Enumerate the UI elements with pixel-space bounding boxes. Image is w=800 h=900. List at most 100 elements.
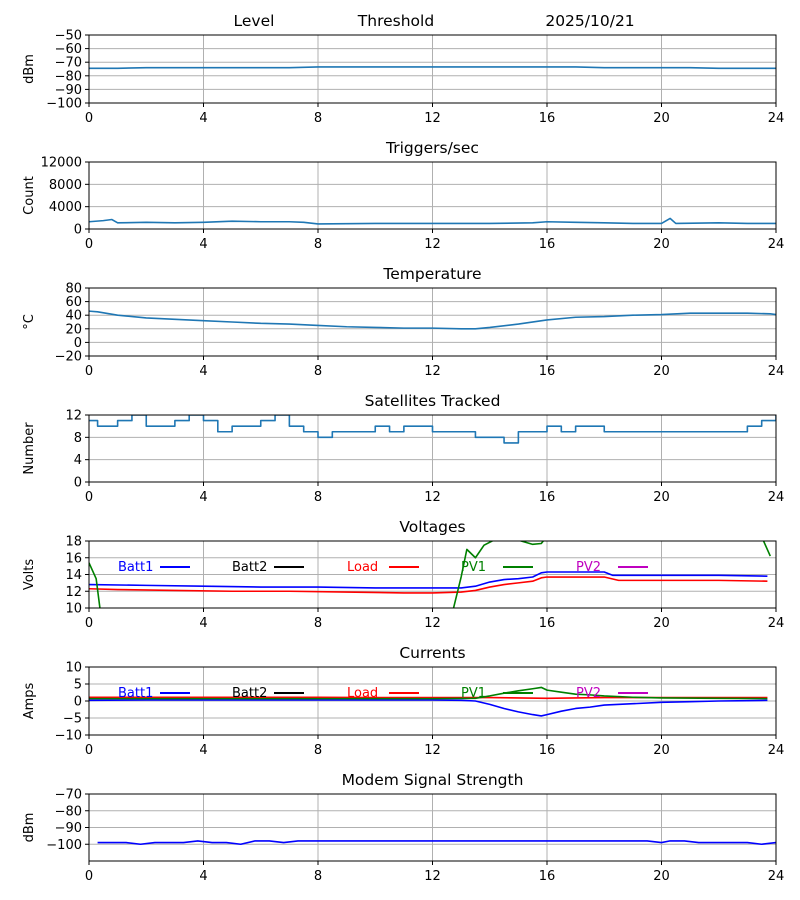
legend-item-pv2: PV2 [576, 686, 648, 701]
legend-label: Batt1 [118, 560, 153, 575]
chart-panel-1: 0 4 8 12 16 20 24 −100−90−80−70−60−50 dBm Level Th… [22, 12, 784, 126]
y-axis-label: dBm [22, 813, 37, 843]
legend-label: Batt2 [232, 560, 267, 575]
y-tick-label: 20 [65, 322, 82, 337]
x-tick-label: 0 [85, 490, 93, 505]
y-tick-label: 40 [65, 309, 82, 324]
x-tick-label: 12 [424, 616, 441, 631]
series-line [89, 310, 776, 330]
legend-label: PV1 [461, 686, 486, 701]
y-tick-label: 12 [65, 585, 82, 600]
y-axis-label: Count [22, 176, 37, 215]
title-item: 2025/10/21 [545, 12, 634, 30]
chart-panel-4: 0 4 8 12 16 20 24 0 4 8 12 Number Satellites Tracked [22, 392, 784, 505]
x-tick-label: 16 [539, 743, 556, 758]
x-tick-label: 8 [314, 111, 322, 126]
series-line-pv1 [89, 686, 768, 700]
x-tick-label: 16 [539, 111, 556, 126]
chart-title: Modem Signal Strength [342, 771, 524, 789]
chart-title: Voltages [399, 518, 465, 536]
legend-item-pv1: PV1 [461, 560, 533, 575]
chart-panel-7: 0 4 8 12 16 20 24 −100 −90 −80−70 dBm Modem Signal … [22, 771, 784, 884]
y-axis-label: Number [22, 422, 37, 475]
x-tick-label: 0 [85, 743, 93, 758]
series-line [89, 66, 776, 70]
chart-panel-6: 0 4 8 12 16 20 24 −10 −5 0 5 10 Amps Currents Batt1 Bat… [22, 644, 784, 758]
y-tick-label: 60 [65, 295, 82, 310]
series-line-load [89, 576, 768, 594]
y-tick-label: 4 [74, 453, 82, 468]
chart-title: Currents [399, 644, 465, 662]
legend-item-batt1: Batt1 [118, 686, 190, 701]
y-tick-label: 10 [65, 602, 82, 617]
y-tick-label: 16 [65, 551, 82, 566]
y-tick-label: −90 [55, 83, 82, 98]
x-tick-label: 8 [314, 616, 322, 631]
x-tick-label: 4 [199, 616, 207, 631]
x-tick-label: 8 [314, 490, 322, 505]
x-tick-label: 4 [199, 237, 207, 252]
y-tick-label: −10 [55, 729, 82, 744]
legend-label: PV1 [461, 560, 486, 575]
y-tick-label: 14 [65, 568, 82, 583]
y-tick-label: 18 [65, 535, 82, 550]
y-tick-label: 0 [74, 336, 82, 351]
legend-label: Load [347, 560, 378, 575]
x-tick-label: 20 [653, 616, 670, 631]
x-tick-label: 12 [424, 364, 441, 379]
y-tick-label: −80 [55, 804, 82, 819]
x-tick-label: 16 [539, 237, 556, 252]
series-line-pv1 [89, 541, 772, 608]
legend-item-pv1: PV1 [461, 686, 533, 701]
x-tick-label: 0 [85, 111, 93, 126]
y-axis-label: °C [22, 314, 37, 330]
y-tick-label: 0 [74, 223, 82, 238]
x-tick-label: 20 [653, 237, 670, 252]
y-axis-label: Amps [22, 682, 37, 719]
legend-item-pv2: PV2 [576, 560, 648, 575]
x-tick-label: 12 [424, 869, 441, 884]
x-tick-label: 4 [199, 869, 207, 884]
y-tick-label: −20 [55, 350, 82, 365]
chart-title: Temperature [382, 265, 481, 283]
x-tick-label: 8 [314, 869, 322, 884]
title-item: Threshold [357, 12, 434, 30]
title-item: Level [234, 12, 275, 30]
y-tick-label: 4000 [49, 200, 82, 215]
x-tick-label: 24 [768, 743, 785, 758]
x-tick-label: 24 [768, 616, 785, 631]
legend-item-batt1: Batt1 [118, 560, 190, 575]
legend-label: Load [347, 686, 378, 701]
y-tick-label: 0 [74, 476, 82, 491]
x-tick-label: 20 [653, 364, 670, 379]
y-tick-label: −90 [55, 821, 82, 836]
y-tick-label: −50 [55, 29, 82, 44]
x-tick-label: 4 [199, 743, 207, 758]
x-tick-label: 24 [768, 869, 785, 884]
y-tick-label: 80 [65, 282, 82, 297]
y-axis-label: dBm [22, 54, 37, 84]
series-line [89, 415, 776, 444]
y-tick-label: −70 [55, 56, 82, 71]
legend-label: Batt2 [232, 686, 267, 701]
x-tick-label: 16 [539, 869, 556, 884]
x-tick-label: 12 [424, 111, 441, 126]
y-tick-label: −100 [46, 838, 82, 853]
y-tick-label: −80 [55, 69, 82, 84]
y-tick-label: 12 [65, 409, 82, 424]
series-line-batt1 [89, 699, 768, 717]
y-axis-label: Volts [22, 559, 37, 591]
y-tick-label: −5 [63, 712, 82, 727]
x-tick-label: 24 [768, 237, 785, 252]
legend-label: Batt1 [118, 686, 153, 701]
x-tick-label: 0 [85, 869, 93, 884]
legend-item-load: Load [347, 686, 419, 701]
x-tick-label: 20 [653, 743, 670, 758]
x-tick-label: 8 [314, 743, 322, 758]
x-tick-label: 4 [199, 364, 207, 379]
x-tick-label: 12 [424, 490, 441, 505]
x-tick-label: 20 [653, 111, 670, 126]
y-tick-label: 12000 [41, 156, 82, 171]
